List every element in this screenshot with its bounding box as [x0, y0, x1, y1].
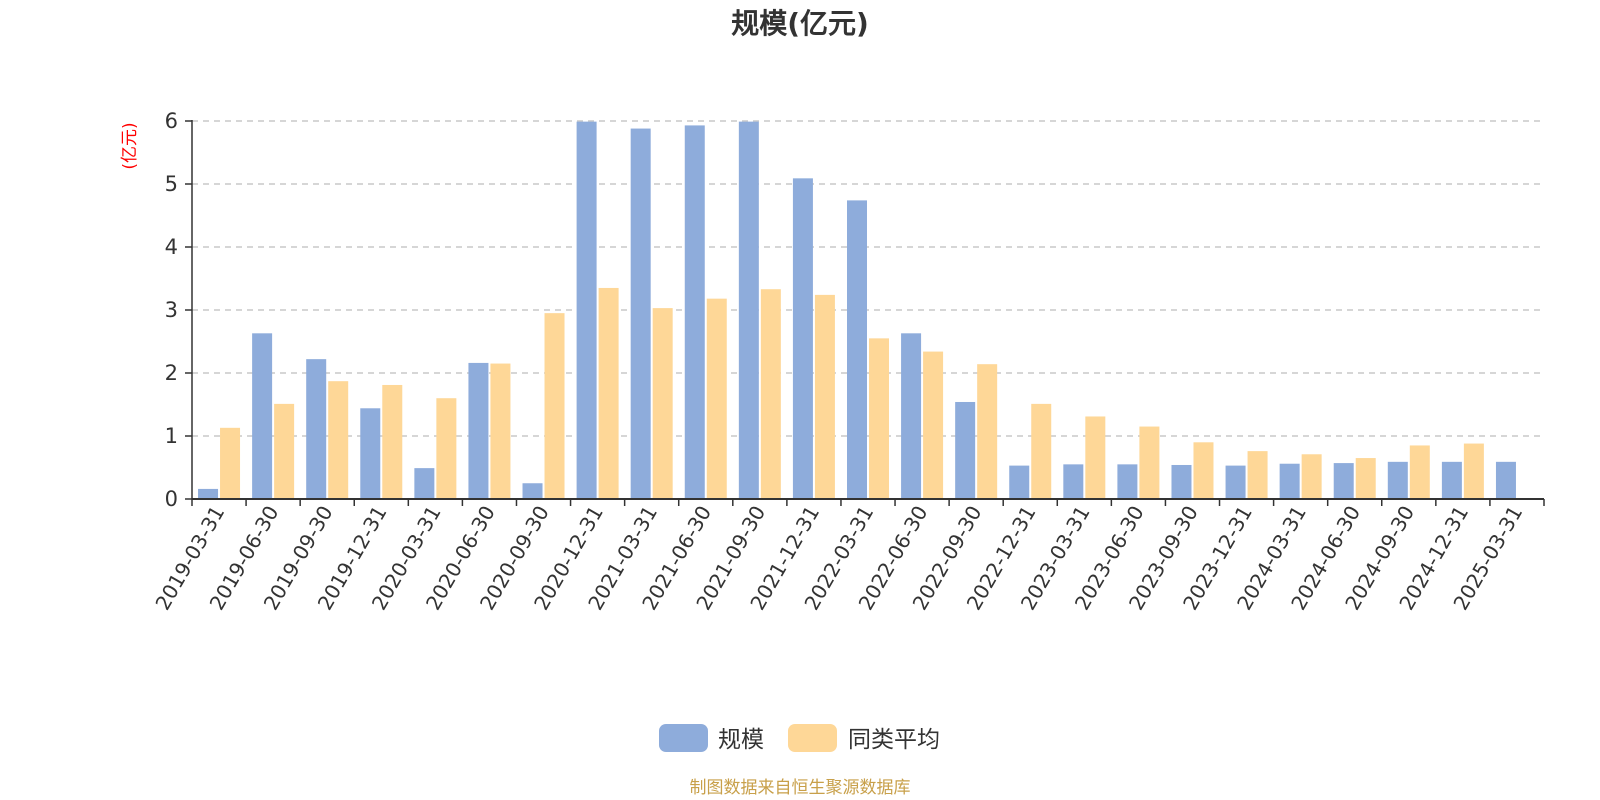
bar-peer-average-2019-12-31[interactable] — [382, 384, 403, 499]
bar-peer-average-2020-09-30[interactable] — [544, 313, 565, 499]
bar-peer-average-2019-09-30[interactable] — [328, 381, 349, 499]
bar-peer-average-2020-03-31[interactable] — [436, 398, 457, 499]
legend-swatch-scale — [659, 724, 708, 752]
bar-scale-2021-12-31[interactable] — [792, 178, 813, 499]
bar-scale-2022-03-31[interactable] — [847, 200, 867, 499]
bar-scale-2019-03-31[interactable] — [198, 488, 219, 499]
bar-scale-2025-03-31[interactable] — [1495, 461, 1516, 499]
bar-scale-2023-09-30[interactable] — [1171, 464, 1192, 499]
y-axis-unit-label: (亿元) — [120, 122, 140, 169]
bar-peer-average-2022-12-31[interactable] — [1031, 403, 1052, 499]
bar-peer-average-2024-06-30[interactable] — [1355, 458, 1376, 499]
bar-scale-2022-06-30[interactable] — [901, 333, 922, 499]
bar-scale-2024-06-30[interactable] — [1333, 463, 1354, 499]
bar-peer-average-2024-09-30[interactable] — [1409, 445, 1430, 499]
bar-peer-average-2023-12-31[interactable] — [1247, 451, 1268, 499]
y-tick-label: 4 — [165, 235, 178, 259]
bar-peer-average-2023-09-30[interactable] — [1193, 442, 1214, 499]
bar-scale-2021-03-31[interactable] — [630, 128, 651, 499]
bar-peer-average-2021-12-31[interactable] — [814, 294, 835, 499]
y-tick-label: 2 — [165, 361, 178, 385]
bar-scale-2023-06-30[interactable] — [1117, 464, 1138, 499]
source-note: 制图数据来自恒生聚源数据库 — [690, 778, 911, 798]
bar-peer-average-2019-06-30[interactable] — [274, 403, 295, 499]
axes — [185, 120, 1545, 506]
legend-item-scale[interactable]: 规模 — [659, 724, 764, 753]
bar-peer-average-2022-03-31[interactable] — [869, 338, 889, 499]
bar-scale-2019-06-30[interactable] — [252, 333, 273, 499]
bar-peer-average-2020-12-31[interactable] — [598, 287, 619, 499]
bars — [198, 121, 1516, 499]
bar-peer-average-2020-06-30[interactable] — [490, 363, 511, 499]
bar-scale-2024-12-31[interactable] — [1441, 461, 1462, 499]
bar-scale-2024-03-31[interactable] — [1279, 463, 1300, 499]
bar-peer-average-2024-12-31[interactable] — [1463, 443, 1484, 499]
bar-peer-average-2021-03-31[interactable] — [652, 308, 673, 499]
bar-scale-2019-12-31[interactable] — [360, 408, 381, 499]
y-tick-label: 3 — [165, 298, 178, 322]
y-tick-label: 5 — [165, 172, 178, 196]
bar-scale-2022-12-31[interactable] — [1009, 465, 1030, 499]
bar-scale-2020-09-30[interactable] — [522, 483, 543, 499]
bar-peer-average-2022-06-30[interactable] — [923, 351, 944, 499]
legend-swatch-peer-average — [788, 724, 837, 752]
bar-scale-2020-03-31[interactable] — [414, 468, 435, 499]
legend-item-peer-average[interactable]: 同类平均 — [788, 724, 940, 753]
y-tick-label: 0 — [165, 487, 178, 511]
bar-scale-2021-06-30[interactable] — [684, 125, 705, 499]
legend: 规模 同类平均 — [659, 724, 940, 753]
y-tick-label: 1 — [165, 424, 178, 448]
y-tick-label: 6 — [165, 109, 178, 133]
bar-scale-2022-09-30[interactable] — [955, 401, 976, 499]
bar-scale-2019-09-30[interactable] — [306, 359, 327, 499]
bar-peer-average-2022-09-30[interactable] — [977, 364, 998, 499]
x-tick-labels: 2019-03-312019-06-302019-09-302019-12-31… — [150, 502, 1527, 615]
chart-title: 规模(亿元) — [731, 7, 869, 40]
bar-peer-average-2021-09-30[interactable] — [760, 289, 781, 499]
bar-peer-average-2021-06-30[interactable] — [706, 298, 727, 499]
legend-label-peer-average: 同类平均 — [848, 727, 940, 753]
bar-peer-average-2019-03-31[interactable] — [220, 427, 241, 499]
bar-scale-2020-06-30[interactable] — [468, 362, 489, 499]
bar-scale-2023-03-31[interactable] — [1063, 464, 1084, 499]
bar-peer-average-2024-03-31[interactable] — [1301, 454, 1322, 499]
bar-scale-2023-12-31[interactable] — [1225, 465, 1246, 499]
bar-peer-average-2023-06-30[interactable] — [1139, 426, 1160, 499]
bar-scale-2024-09-30[interactable] — [1387, 461, 1408, 499]
y-tick-labels: 0 1 2 3 4 5 6 — [165, 109, 178, 511]
gridlines — [192, 120, 1544, 437]
legend-label-scale: 规模 — [718, 727, 764, 753]
bar-peer-average-2023-03-31[interactable] — [1085, 416, 1106, 499]
bar-scale-2020-12-31[interactable] — [576, 121, 597, 499]
bar-scale-2021-09-30[interactable] — [738, 121, 759, 499]
